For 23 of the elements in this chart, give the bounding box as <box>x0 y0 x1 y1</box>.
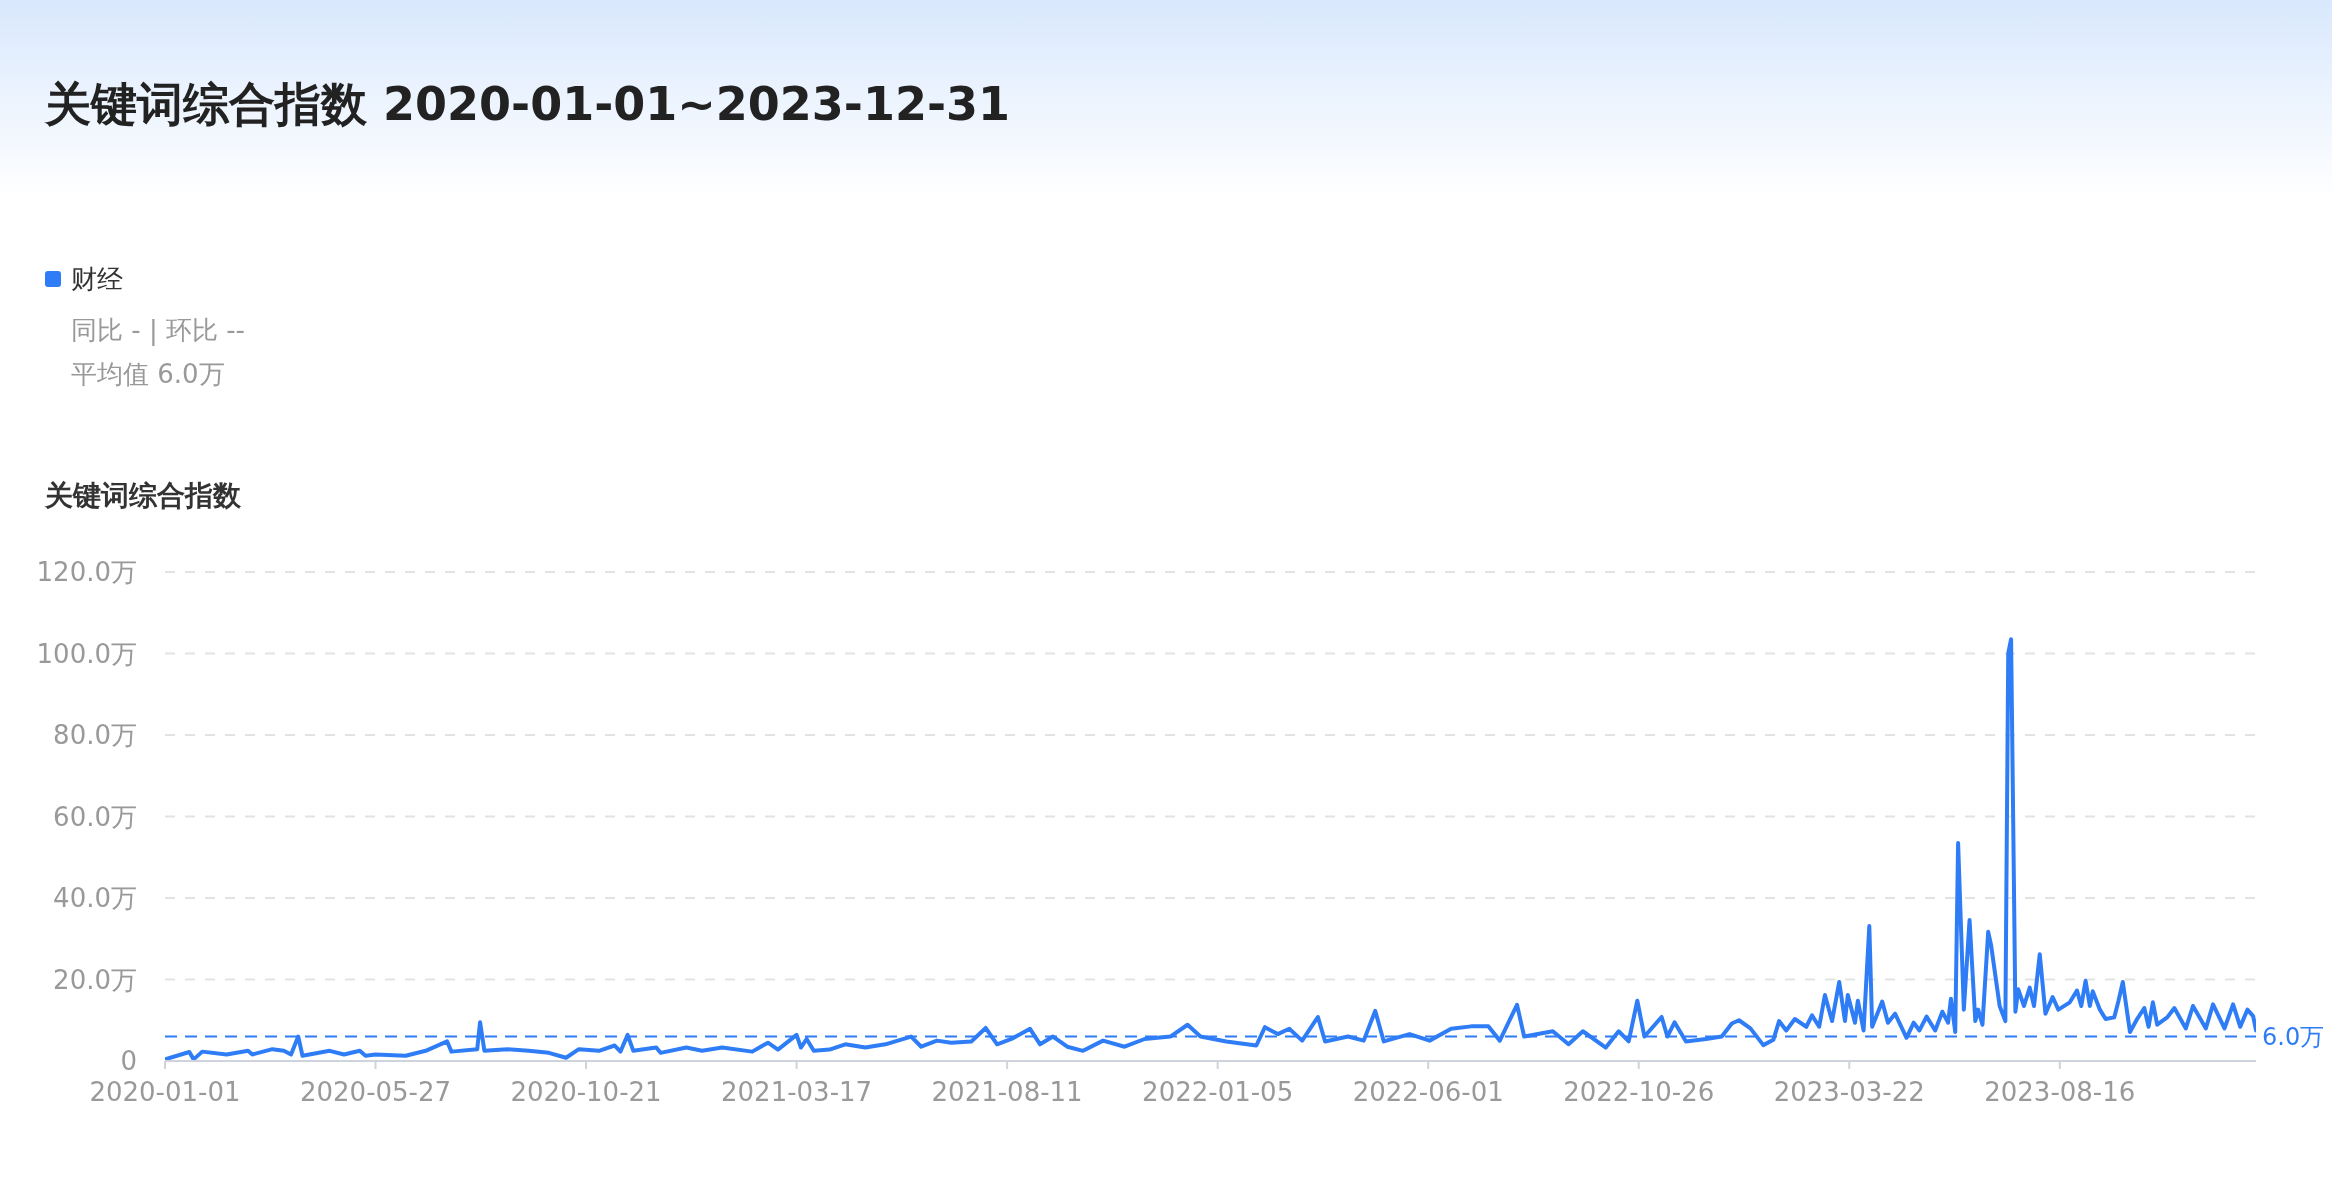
x-tick-label: 2021-03-17 <box>721 1077 873 1108</box>
x-tick-label: 2020-10-21 <box>510 1077 662 1108</box>
y-tick-label: 0 <box>120 1046 137 1077</box>
x-tick-label: 2020-01-01 <box>89 1077 241 1108</box>
legend-label: 财经 <box>71 263 123 296</box>
y-tick-label: 20.0万 <box>53 964 137 995</box>
x-tick-label: 2022-06-01 <box>1352 1077 1504 1108</box>
y-tick-label: 40.0万 <box>53 883 137 914</box>
x-tick-label: 2021-08-11 <box>931 1077 1083 1108</box>
text: 同比 - | 环比 -- <box>71 314 245 348</box>
y-axis-title: 关键词综合指数 <box>45 478 241 514</box>
text: 平均值 6.0万 <box>71 358 226 391</box>
x-tick-label: 2023-08-16 <box>1984 1077 2136 1108</box>
x-tick-label: 2022-10-26 <box>1563 1077 1715 1108</box>
x-tick-label: 2020-05-27 <box>299 1077 452 1108</box>
chart-title: 关键词综合指数 2020-01-01~2023-12-31 <box>45 76 1011 133</box>
ref-line-label: 6.0万 <box>2262 1023 2325 1052</box>
y-tick-label: 80.0万 <box>53 720 137 751</box>
y-tick-label: 60.0万 <box>53 801 137 832</box>
y-tick-label: 120.0万 <box>36 557 137 588</box>
x-tick-label: 2023-03-22 <box>1773 1077 1925 1108</box>
x-tick-label: 2022-01-05 <box>1142 1077 1294 1108</box>
y-tick-label: 100.0万 <box>36 638 137 669</box>
